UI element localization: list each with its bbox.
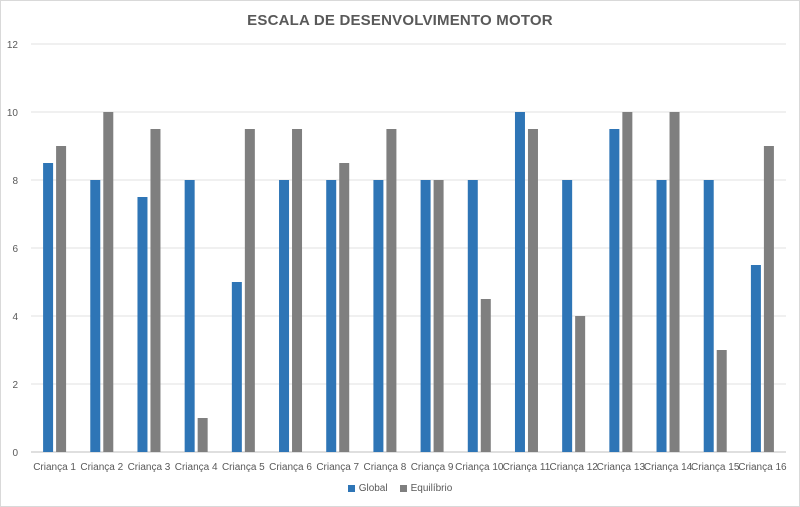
bar-equilibrio xyxy=(386,129,397,452)
x-tick-label: Criança 7 xyxy=(316,462,359,473)
y-tick-label: 2 xyxy=(12,380,18,391)
y-tick-label: 4 xyxy=(12,312,18,323)
bar-global xyxy=(279,180,290,452)
bar-equilibrio xyxy=(244,129,255,452)
bar-equilibrio xyxy=(197,418,208,452)
legend-label: Equilíbrio xyxy=(410,483,453,494)
x-tick-label: Criança 3 xyxy=(128,462,171,473)
bar-equilibrio xyxy=(622,112,633,452)
bar-equilibrio xyxy=(56,146,67,452)
bar-global xyxy=(43,163,54,452)
bar-global xyxy=(326,180,337,452)
bar-global xyxy=(373,180,384,452)
bar-equilibrio xyxy=(575,316,586,452)
x-tick-label: Criança 4 xyxy=(175,462,218,473)
x-tick-label: Criança 15 xyxy=(691,462,740,473)
x-tick-label: Criança 12 xyxy=(549,462,598,473)
x-tick-label: Criança 10 xyxy=(455,462,504,473)
bar-equilibrio xyxy=(669,112,680,452)
chart-legend: Global Equilíbrio xyxy=(0,483,800,494)
legend-swatch xyxy=(347,485,355,492)
x-tick-label: Criança 5 xyxy=(222,462,265,473)
bar-global xyxy=(231,282,242,452)
bar-global xyxy=(137,197,148,452)
x-tick-label: Criança 9 xyxy=(411,462,454,473)
bar-global xyxy=(514,112,525,452)
bar-equilibrio xyxy=(763,146,774,452)
bar-equilibrio xyxy=(480,299,491,452)
bar-global xyxy=(467,180,478,452)
bar-global xyxy=(609,129,620,452)
bar-global xyxy=(184,180,195,452)
legend-item: Equilíbrio xyxy=(399,483,453,494)
x-tick-label: Criança 11 xyxy=(503,462,551,473)
bar-equilibrio xyxy=(150,129,161,452)
bar-equilibrio xyxy=(433,180,444,452)
legend-label: Global xyxy=(358,483,388,494)
bar-equilibrio xyxy=(103,112,114,452)
y-tick-label: 6 xyxy=(12,244,18,255)
y-tick-label: 12 xyxy=(7,40,19,51)
x-tick-label: Criança 13 xyxy=(597,462,646,473)
x-tick-label: Criança 6 xyxy=(269,462,312,473)
bar-equilibrio xyxy=(716,350,727,452)
bar-equilibrio xyxy=(292,129,303,452)
y-tick-label: 8 xyxy=(12,176,18,187)
legend-swatch xyxy=(399,485,407,492)
bar-global xyxy=(750,265,761,452)
bar-equilibrio xyxy=(339,163,350,452)
bar-global xyxy=(90,180,101,452)
x-tick-label: Criança 2 xyxy=(80,462,123,473)
bar-equilibrio xyxy=(527,129,538,452)
x-tick-label: Criança 8 xyxy=(364,462,407,473)
bar-global xyxy=(703,180,714,452)
x-tick-label: Criança 14 xyxy=(644,462,693,473)
legend-item: Global xyxy=(347,483,388,494)
x-tick-label: Criança 1 xyxy=(33,462,76,473)
bar-global xyxy=(656,180,667,452)
x-tick-label: Criança 16 xyxy=(738,462,787,473)
bar-global xyxy=(420,180,431,452)
bar-global xyxy=(562,180,573,452)
chart-title: ESCALA DE DESENVOLVIMENTO MOTOR xyxy=(247,12,553,29)
y-tick-label: 10 xyxy=(7,108,19,119)
y-tick-label: 0 xyxy=(12,448,18,459)
